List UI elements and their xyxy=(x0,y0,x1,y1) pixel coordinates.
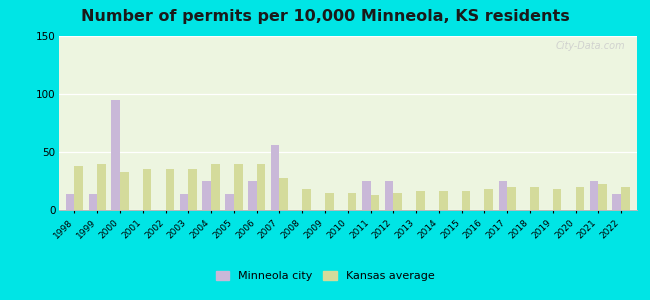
Bar xyxy=(120,172,129,210)
Bar xyxy=(393,193,402,210)
Bar xyxy=(484,189,493,210)
Bar xyxy=(225,194,234,210)
Legend: Minneola city, Kansas average: Minneola city, Kansas average xyxy=(211,266,439,285)
Bar xyxy=(211,164,220,210)
Bar xyxy=(179,194,188,210)
Bar xyxy=(257,164,265,210)
Bar xyxy=(590,181,598,210)
Bar xyxy=(234,164,242,210)
Bar xyxy=(188,169,197,210)
Bar xyxy=(202,181,211,210)
Text: City-Data.com: City-Data.com xyxy=(556,41,625,51)
Bar xyxy=(75,166,83,210)
Bar xyxy=(462,191,471,210)
Bar xyxy=(598,184,607,210)
Bar xyxy=(575,187,584,210)
Bar xyxy=(552,189,562,210)
Bar xyxy=(530,187,539,210)
Bar xyxy=(166,169,174,210)
Bar xyxy=(385,181,393,210)
Bar xyxy=(439,191,447,210)
Bar xyxy=(88,194,98,210)
Bar xyxy=(348,193,356,210)
Bar xyxy=(98,164,106,210)
Bar xyxy=(271,145,280,210)
Bar xyxy=(248,181,257,210)
Bar xyxy=(111,100,120,210)
Bar xyxy=(416,191,424,210)
Text: Number of permits per 10,000 Minneola, KS residents: Number of permits per 10,000 Minneola, K… xyxy=(81,9,569,24)
Bar xyxy=(66,194,75,210)
Bar xyxy=(302,189,311,210)
Bar xyxy=(370,195,379,210)
Bar xyxy=(621,187,630,210)
Bar xyxy=(507,187,516,210)
Bar xyxy=(280,178,288,210)
Bar xyxy=(325,193,333,210)
Bar xyxy=(499,181,507,210)
Bar xyxy=(612,194,621,210)
Bar xyxy=(143,169,151,210)
Bar xyxy=(362,181,370,210)
